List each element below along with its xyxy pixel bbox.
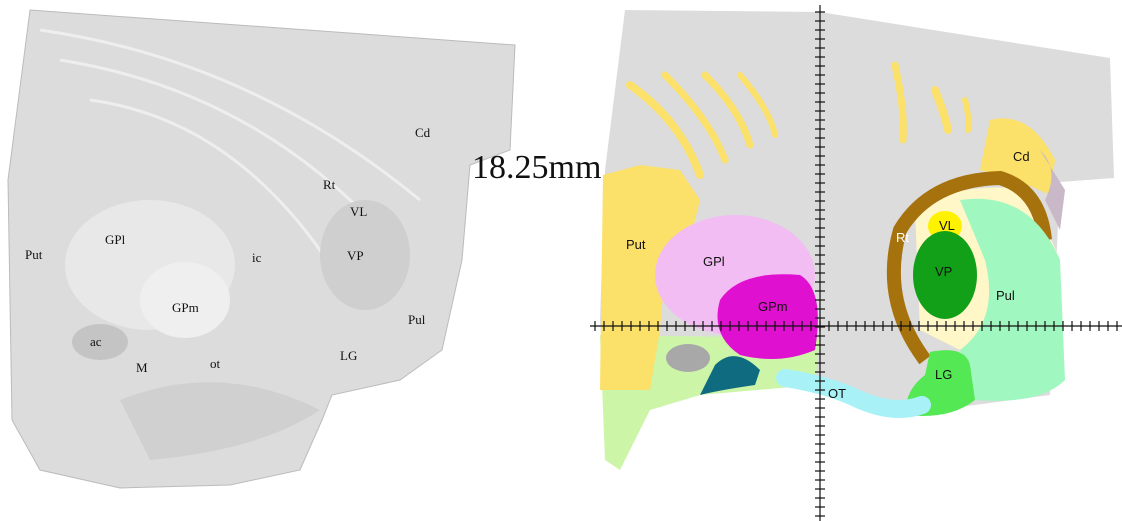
label: Cd — [415, 125, 431, 140]
fiber — [661, 71, 729, 164]
label: ic — [252, 250, 262, 265]
fiber — [626, 81, 704, 179]
rt-region — [886, 170, 1052, 365]
label: GPm — [758, 299, 788, 314]
label: Pul — [996, 288, 1015, 303]
label: M — [136, 360, 148, 375]
ac-region — [666, 344, 710, 372]
label: VL — [350, 204, 367, 219]
vp-region — [320, 200, 410, 310]
vp-region — [913, 231, 977, 319]
hippocampus — [120, 382, 320, 460]
label: VL — [939, 218, 955, 233]
atlas — [600, 10, 1114, 470]
green-region — [600, 335, 820, 470]
section-label: 18.25mm — [472, 149, 601, 186]
tissue — [7, 9, 516, 489]
label: GPm — [172, 300, 199, 315]
crosshair — [590, 5, 1122, 521]
ot-region — [776, 369, 931, 418]
atlas-labels: Cd Put GPl GPm Rt VL VP Pul LG OT — [626, 149, 1030, 401]
label: LG — [935, 367, 952, 382]
label: Put — [25, 247, 43, 262]
fiber — [89, 98, 342, 281]
label: LG — [340, 348, 357, 363]
label: GPl — [105, 232, 126, 247]
fibers — [626, 61, 972, 179]
fiber — [737, 72, 778, 138]
teal-region — [700, 356, 760, 395]
label: Rt — [896, 230, 909, 245]
label: VP — [347, 248, 364, 263]
fiber — [891, 61, 907, 144]
cd-region — [980, 118, 1055, 195]
label: OT — [828, 386, 846, 401]
label: ot — [210, 356, 221, 371]
label: Pul — [408, 312, 426, 327]
fiber — [962, 97, 972, 133]
put-region — [600, 165, 700, 390]
label: ac — [90, 334, 102, 349]
pul-region — [960, 198, 1065, 401]
fiber — [39, 28, 421, 202]
fiber — [701, 71, 754, 149]
label: Cd — [1013, 149, 1030, 164]
fiber — [59, 58, 382, 232]
label: VP — [935, 264, 952, 279]
fiber — [931, 86, 952, 134]
ac-region — [72, 324, 128, 360]
ventricle — [1040, 150, 1065, 230]
gpm-region — [140, 262, 230, 338]
label: GPl — [703, 254, 725, 269]
label: Rt — [323, 177, 336, 192]
photo-labels: Put GPl GPm ac M ot ic Rt VL VP Cd Pul L… — [25, 125, 431, 375]
gpm-region — [717, 274, 818, 359]
histology-photo — [7, 9, 516, 489]
label: Put — [626, 237, 646, 252]
